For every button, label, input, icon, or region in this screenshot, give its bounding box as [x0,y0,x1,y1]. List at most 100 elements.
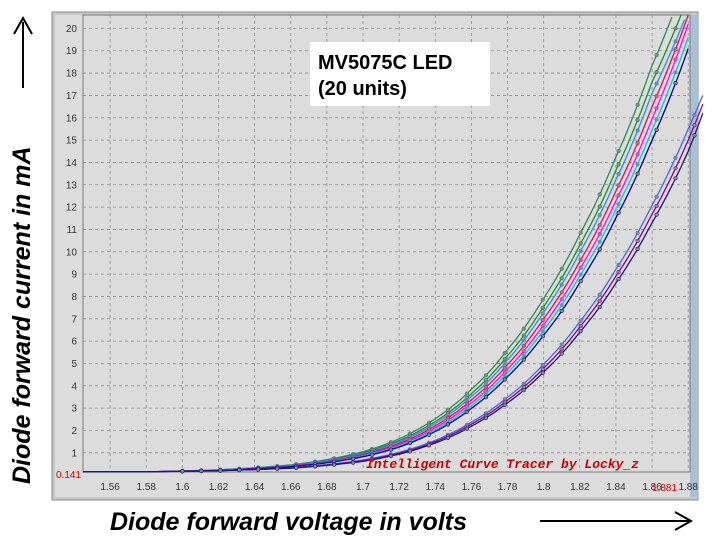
series-point [445,407,451,412]
series-point [521,348,526,354]
y-tick-label: 15 [66,136,78,147]
series-point [673,57,678,62]
series-point [502,365,507,370]
series-point [388,447,394,452]
series-point [654,212,659,217]
y-tick-label: 2 [71,426,77,437]
series-point [578,248,583,253]
series-point [578,323,583,329]
series-point [521,353,526,358]
series-point [407,449,413,454]
series-point [578,318,583,323]
x-tick-labels: 1.56 1.58 1.6 1.62 1.64 1.66 1.68 1.7 1.72 1.74 1.… [100,482,698,493]
series-point [559,297,564,302]
plot-border [82,14,691,473]
series-point [540,367,545,372]
series-point [673,80,678,86]
series-point [332,462,337,467]
series-point [351,460,356,465]
grid [82,14,691,473]
y-axis-title: Diode forward current in mA [8,146,36,484]
y-tick-label: 11 [67,225,78,236]
series-point [635,162,640,167]
series-point [237,468,242,473]
series-point [540,297,545,302]
series-point [673,155,678,160]
series-point [616,262,621,268]
series-point [635,117,640,123]
series-point [597,223,602,228]
series-point [654,117,659,122]
series-point [597,192,602,197]
x-tick-label: 1.64 [245,482,265,493]
series-point [502,356,507,362]
series-point [654,70,659,75]
series-point [654,194,659,199]
y-tick-label: 13 [66,180,78,191]
series-point [540,318,545,323]
x-tick-label: 1.7 [356,482,370,493]
series-point [616,193,621,198]
series-point [559,342,564,347]
series-point [521,326,526,331]
x-tick-label: 1.58 [136,482,156,493]
series-point [559,266,564,271]
series-point [521,381,526,386]
series-point [559,308,564,314]
y-axis-arrow-head [13,15,33,35]
series-point [369,457,375,462]
series-point [673,166,678,171]
x-tick-label: 1.82 [570,482,590,493]
series-point [521,338,526,343]
y-tick-label: 1 [71,448,77,459]
series-line [83,113,704,473]
series-point [502,361,507,366]
series-point [445,422,451,427]
series-point [540,311,545,316]
series-point [635,152,640,157]
series-point [313,464,318,469]
series-point [635,102,640,107]
series-point [540,363,545,368]
series-point [502,373,507,378]
series-point [616,269,621,275]
series-point [294,465,299,471]
series-point [616,148,621,154]
series-point [426,443,432,448]
y-tick-label: 7 [71,314,77,325]
series-point [540,305,545,311]
series-point [616,183,621,188]
x-tick-label: 1.8 [537,482,551,493]
plot-right-border [690,15,698,497]
y-tick-label: 5 [71,359,77,370]
y-tick-label: 17 [66,91,78,102]
series-point [692,122,697,128]
series-point [597,247,602,252]
series-point [559,347,564,352]
series-point [578,265,583,270]
series-point [597,304,602,310]
series-point [597,298,602,304]
series-point [654,127,659,132]
series-point [559,276,564,281]
series-point [388,453,394,459]
chart-subtitle: (20 units) [318,78,407,100]
series-point [578,279,583,284]
series-point [597,204,602,209]
series-point [218,468,223,473]
series-point [635,128,640,133]
series-point [540,324,545,329]
series-point [597,231,602,237]
y-tick-label: 6 [71,337,77,348]
series-point [502,402,507,408]
series-point [256,467,261,472]
y-tick-label: 4 [71,381,77,392]
series-point [540,334,545,339]
series-point [180,469,185,474]
series-point [578,230,583,235]
x-axis-arrow-head [674,511,694,531]
x-tick-label: 1.74 [426,482,446,493]
series-point [654,94,659,99]
series-point [578,272,583,277]
x-tick-label: 1.88 [678,482,698,493]
